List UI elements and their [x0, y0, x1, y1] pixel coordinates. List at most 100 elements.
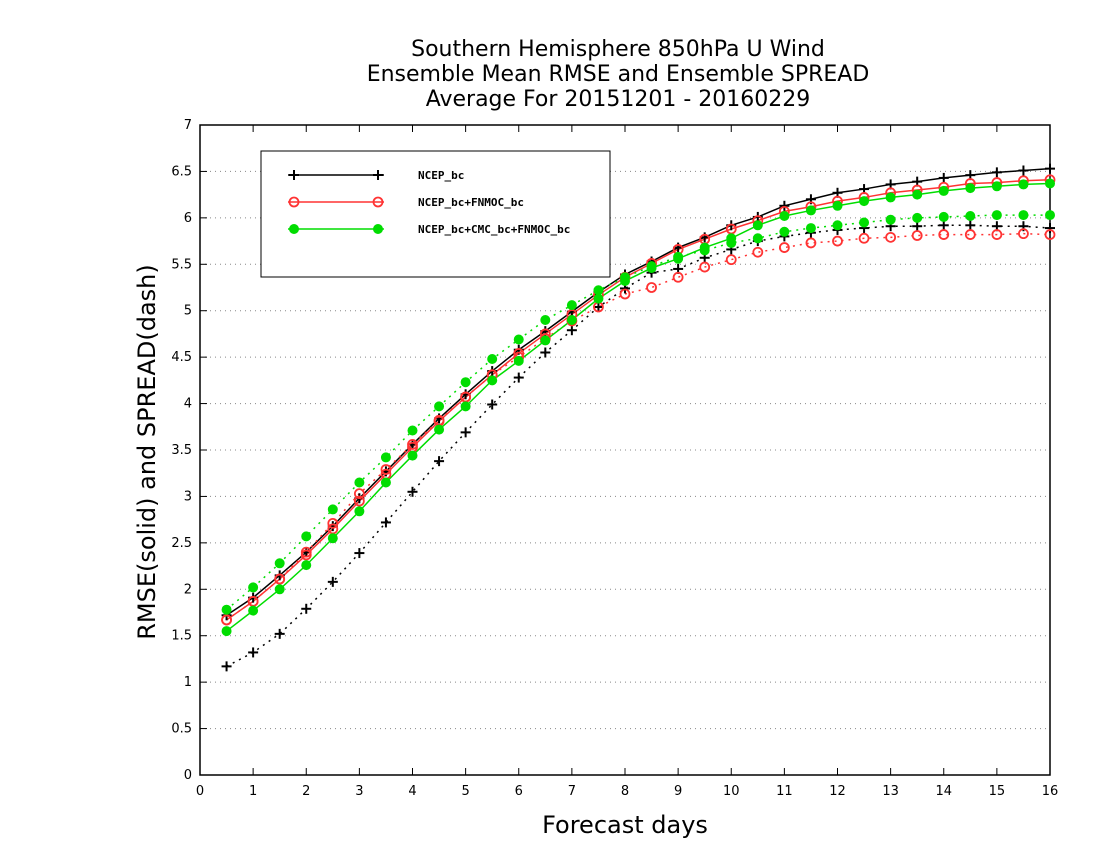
data-point-filled-circle — [991, 210, 1002, 221]
legend: NCEP_bc NCEP_bc+FNMOC_bc NCEP_bc+CMC_bc+FN… — [260, 150, 611, 278]
data-point-filled-circle — [221, 626, 232, 637]
data-point-open-circle — [274, 573, 286, 585]
x-tick-label: 3 — [355, 784, 363, 799]
x-tick-label: 11 — [776, 784, 793, 799]
axes: 00.511.522.533.544.555.566.570 1 2 3 4 5 6 7 8 9 1… — [171, 118, 1058, 799]
data-point-plus — [540, 347, 551, 358]
series-spread-line-2 — [226, 214, 1050, 611]
data-point-open-circle — [938, 229, 950, 240]
y-tick-label: 3 — [184, 489, 192, 504]
data-point-plus — [301, 603, 312, 614]
data-point-filled-circle — [221, 604, 232, 615]
data-point-filled-circle — [965, 211, 976, 221]
data-point-filled-circle — [434, 424, 445, 435]
data-point-open-circle — [858, 232, 870, 244]
x-tick-label: 14 — [935, 784, 952, 799]
y-tick-label: 4.5 — [171, 350, 192, 365]
x-tick-label: 6 — [515, 784, 523, 799]
data-point-plus — [513, 372, 524, 383]
data-point-open-circle — [991, 229, 1003, 240]
data-point-filled-circle — [566, 315, 577, 325]
series-markers — [221, 163, 1056, 672]
data-point-plus — [354, 548, 365, 559]
legend-label: NCEP_bc+CMC_bc+FNMOC_bc — [418, 223, 570, 236]
legend-label: NCEP_bc+FNMOC_bc — [418, 196, 524, 209]
data-point-filled-circle — [380, 452, 391, 463]
data-point-filled-circle — [487, 354, 498, 364]
data-point-plus — [221, 661, 232, 672]
data-point-filled-circle — [434, 401, 445, 412]
data-point-filled-circle — [1018, 210, 1029, 221]
grid-lines — [200, 170, 1050, 730]
data-point-filled-circle — [460, 401, 471, 412]
x-tick-label: 15 — [989, 784, 1006, 799]
data-point-open-circle — [752, 246, 764, 258]
data-point-plus — [1045, 223, 1055, 234]
data-point-plus — [779, 200, 790, 211]
data-point-filled-circle — [646, 261, 657, 272]
y-tick-label: 0 — [184, 768, 192, 783]
y-tick-label: 2.5 — [171, 536, 192, 551]
data-point-filled-circle — [965, 183, 976, 194]
x-axis-label: Forecast days — [542, 811, 708, 839]
data-point-filled-circle — [620, 272, 630, 283]
data-point-filled-circle — [885, 214, 896, 225]
data-point-open-circle — [699, 261, 711, 273]
data-point-open-circle — [778, 242, 790, 253]
y-tick-label: 6.5 — [171, 164, 192, 179]
data-point-filled-circle — [593, 285, 604, 296]
x-tick-label: 8 — [621, 784, 629, 799]
data-point-filled-circle — [407, 450, 418, 461]
chart-title-line-3: Average For 20151201 - 20160229 — [426, 87, 811, 112]
data-point-filled-circle — [805, 205, 816, 216]
data-point-filled-circle — [832, 220, 843, 231]
y-tick-label: 6 — [184, 211, 192, 226]
data-point-open-circle — [619, 288, 631, 300]
data-point-filled-circle — [779, 211, 790, 221]
data-point-filled-circle — [513, 334, 524, 345]
data-point-filled-circle — [380, 477, 391, 488]
data-point-open-circle — [805, 237, 817, 249]
data-point-filled-circle — [1045, 178, 1055, 189]
data-point-open-circle — [1044, 229, 1056, 240]
y-tick-label: 7 — [184, 118, 192, 133]
legend-label: NCEP_bc — [418, 169, 464, 182]
x-tick-label: 12 — [829, 784, 846, 799]
data-point-plus — [1018, 165, 1029, 176]
data-point-open-circle — [353, 495, 365, 507]
data-point-filled-circle — [487, 375, 498, 386]
y-tick-label: 3.5 — [171, 443, 192, 458]
data-point-plus — [407, 486, 418, 497]
data-point-filled-circle — [859, 196, 870, 207]
x-tick-label: 5 — [461, 784, 469, 799]
data-point-filled-circle — [832, 200, 843, 211]
data-point-open-circle — [327, 517, 339, 529]
data-point-filled-circle — [938, 185, 949, 196]
series-spread-line-0 — [226, 224, 1051, 668]
data-point-open-circle — [353, 488, 365, 500]
data-point-filled-circle — [912, 212, 923, 223]
y-tick-label: 0.5 — [171, 722, 192, 737]
data-point-filled-circle — [699, 245, 710, 256]
data-point-filled-circle — [991, 181, 1002, 192]
y-tick-label: 4 — [184, 397, 192, 412]
x-tick-label: 10 — [723, 784, 740, 799]
data-point-open-circle — [380, 464, 392, 475]
data-point-plus — [274, 628, 285, 639]
data-point-filled-circle — [938, 211, 949, 222]
data-point-filled-circle — [327, 533, 338, 544]
x-tick-label: 4 — [408, 784, 416, 799]
data-point-open-circle — [221, 614, 232, 626]
data-point-plus — [991, 167, 1002, 178]
x-tick-label: 1 — [249, 784, 257, 799]
data-point-plus — [593, 302, 604, 312]
data-point-open-circle — [911, 230, 923, 241]
y-tick-label: 1 — [184, 675, 192, 690]
data-point-filled-circle — [673, 251, 684, 262]
data-point-filled-circle — [1045, 210, 1055, 221]
data-point-filled-circle — [301, 560, 312, 571]
data-point-plus — [248, 647, 259, 658]
data-point-plus — [566, 325, 577, 336]
data-point-open-circle — [300, 546, 312, 558]
